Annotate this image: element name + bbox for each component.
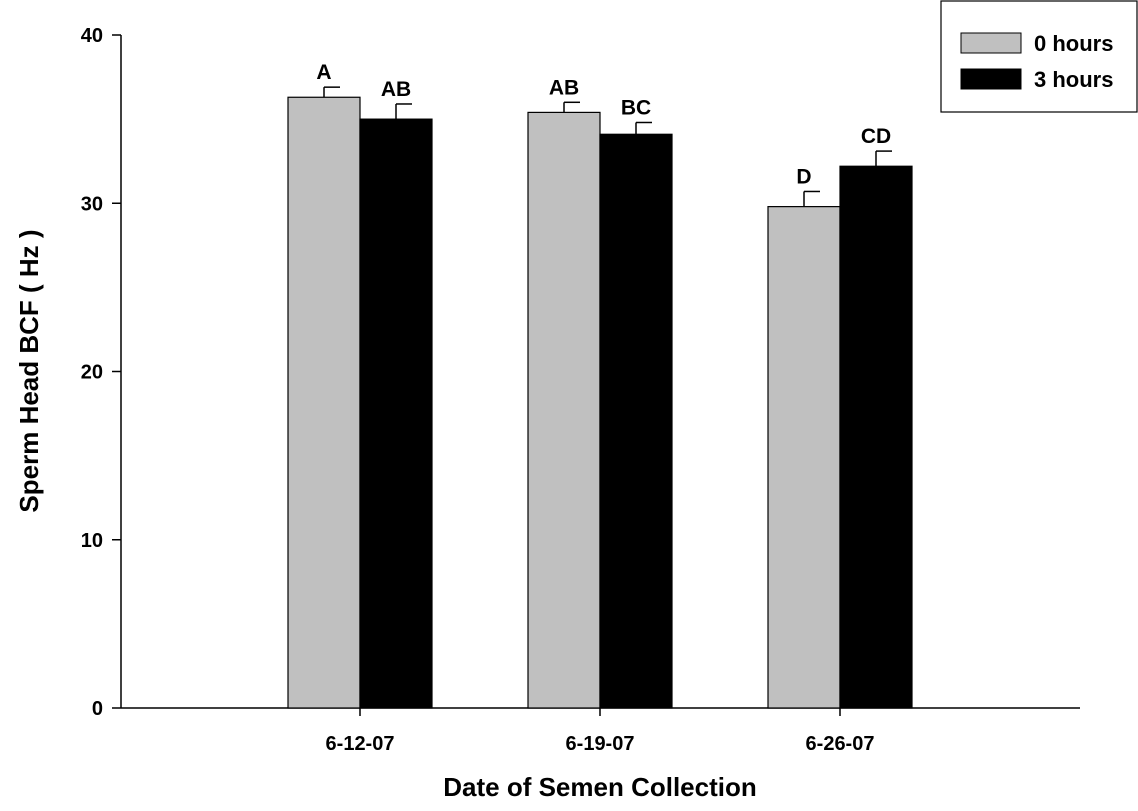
bar-0-hours-6-12-07: [287, 96, 361, 709]
significance-letter: BC: [621, 96, 651, 119]
bars: [287, 96, 913, 709]
legend-swatch-3-hours: [960, 68, 1022, 90]
legend: 0 hours 3 hours: [940, 0, 1138, 113]
significance-letters: A AB AB BC D CD: [316, 61, 891, 188]
y-ticks: 0 10 20 30 40: [81, 25, 121, 720]
x-tick-label: 6-12-07: [326, 733, 395, 755]
x-ticks: 6-12-07 6-19-07 6-26-07: [326, 708, 875, 755]
significance-letter: A: [316, 61, 331, 84]
x-axis-title: Date of Semen Collection: [443, 772, 757, 802]
legend-label-0-hours: 0 hours: [1034, 31, 1113, 56]
y-tick-label: 10: [81, 530, 103, 552]
y-tick-label: 0: [92, 698, 103, 720]
bar-0-hours-6-19-07: [527, 111, 601, 709]
significance-letter: AB: [549, 76, 579, 99]
bar-0-hours-6-26-07: [767, 206, 841, 709]
bar-3-hours-6-19-07: [599, 133, 673, 709]
significance-letter: AB: [381, 78, 411, 101]
y-tick-label: 20: [81, 362, 103, 384]
x-tick-label: 6-26-07: [806, 733, 875, 755]
x-tick-label: 6-19-07: [566, 733, 635, 755]
bar-3-hours-6-26-07: [839, 165, 913, 709]
y-axis-title: Sperm Head BCF ( Hz ): [14, 229, 44, 512]
y-tick-label: 30: [81, 193, 103, 215]
legend-box: [940, 0, 1138, 113]
legend-swatch-0-hours: [960, 32, 1022, 54]
error-bars: [323, 86, 892, 207]
significance-letter: CD: [861, 125, 891, 148]
y-tick-label: 40: [81, 25, 103, 47]
legend-label-3-hours: 3 hours: [1034, 67, 1113, 92]
bar-3-hours-6-12-07: [359, 118, 433, 709]
significance-letter: D: [796, 165, 811, 188]
